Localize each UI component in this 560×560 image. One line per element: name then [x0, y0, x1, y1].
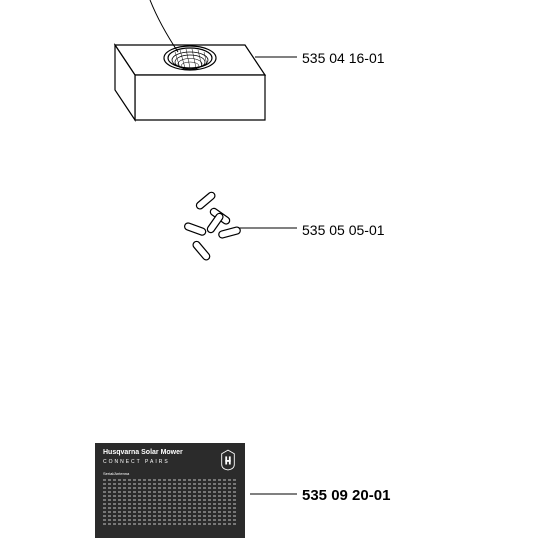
decal-title: Husqvarna Solar Mower [103, 449, 183, 456]
decal-subtitle: CONNECT PAIRS [103, 459, 170, 465]
decal-part-drawing: Husqvarna Solar Mower CONNECT PAIRS Seri… [95, 443, 245, 538]
part-number-block: 535 04 16-01 [302, 50, 385, 66]
pegs-part-drawing [184, 191, 241, 261]
husqvarna-logo-icon [219, 449, 237, 476]
block-part-drawing [115, 0, 265, 120]
parts-illustration [0, 0, 560, 560]
part-number-pegs: 535 05 05-01 [302, 222, 385, 238]
part-number-decal: 535 09 20-01 [302, 487, 390, 504]
decal-text-lines [103, 479, 237, 527]
decal-note: Serial/Antenna [103, 471, 129, 476]
